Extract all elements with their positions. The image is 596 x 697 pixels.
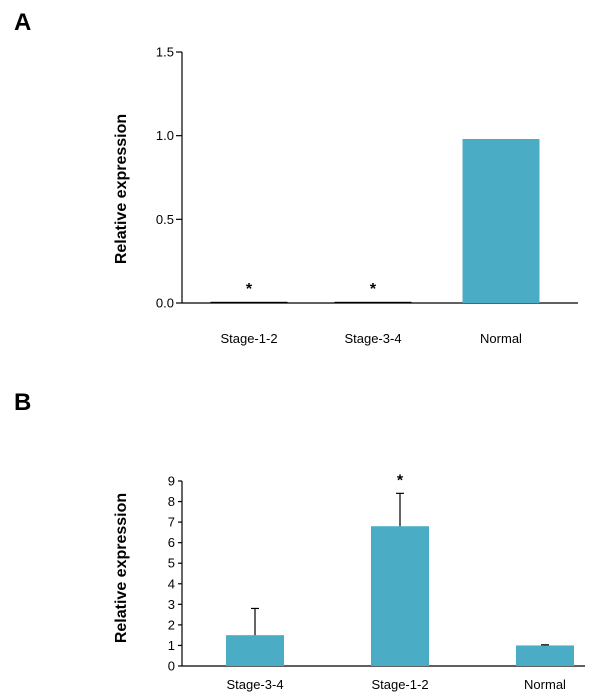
y-tick-label-a: 1.0 <box>156 128 174 143</box>
x-tick-label-b: Stage-3-4 <box>226 677 283 692</box>
bar-a-normal <box>462 139 540 303</box>
x-tick-label-b: Stage-1-2 <box>371 677 428 692</box>
chart-panel-a: A Relative expression 0.00.51.01.5 * * St… <box>14 9 578 346</box>
bar-a-stage-1-2 <box>210 301 288 303</box>
x-tick-labels-a: Stage-1-2 Stage-3-4 Normal <box>220 331 522 346</box>
y-tick-label-b: 9 <box>168 474 175 489</box>
chart-panel-b: B Relative expression 0 1 2 3 4 5 6 7 8 9 * Stage… <box>14 389 585 692</box>
x-tick-labels-b: Stage-3-4 Stage-1-2 Normal <box>226 677 566 692</box>
y-ticks-b: 0 1 2 3 4 5 6 7 8 9 <box>168 474 182 674</box>
significance-marker-a: * <box>246 281 253 298</box>
bars-b: * <box>226 472 574 666</box>
panel-label-a: A <box>14 9 31 36</box>
y-tick-label-b: 2 <box>168 617 175 632</box>
y-tick-label-b: 1 <box>168 638 175 653</box>
y-axis-label-b: Relative expression <box>113 493 130 643</box>
y-tick-label-b: 6 <box>168 535 175 550</box>
bar-b-normal <box>516 645 574 666</box>
y-tick-label-a: 1.5 <box>156 45 174 60</box>
x-tick-label-a: Stage-1-2 <box>220 331 277 346</box>
y-ticks-a: 0.0 0.5 1.0 1.5 <box>156 45 182 311</box>
y-tick-label-b: 5 <box>168 556 175 571</box>
y-tick-label-b: 8 <box>168 494 175 509</box>
y-tick-label-a: 0.5 <box>156 212 174 227</box>
bar-b-stage-1-2 <box>371 526 429 666</box>
bar-a-stage-3-4 <box>334 301 412 303</box>
x-tick-label-a: Stage-3-4 <box>344 331 401 346</box>
panel-label-b: B <box>14 389 31 416</box>
y-tick-label-b: 3 <box>168 597 175 612</box>
y-axis-label-a: Relative expression <box>113 114 130 264</box>
bar-b-stage-3-4 <box>226 635 284 666</box>
y-tick-label-b: 4 <box>168 576 175 591</box>
significance-marker-b: * <box>397 472 404 489</box>
y-tick-label-a: 0.0 <box>156 296 174 311</box>
y-tick-label-b: 7 <box>168 515 175 530</box>
bars-a: * * <box>210 139 540 303</box>
y-tick-label-b: 0 <box>168 659 175 674</box>
x-tick-label-a: Normal <box>480 331 522 346</box>
significance-marker-a: * <box>370 281 377 298</box>
x-tick-label-b: Normal <box>524 677 566 692</box>
